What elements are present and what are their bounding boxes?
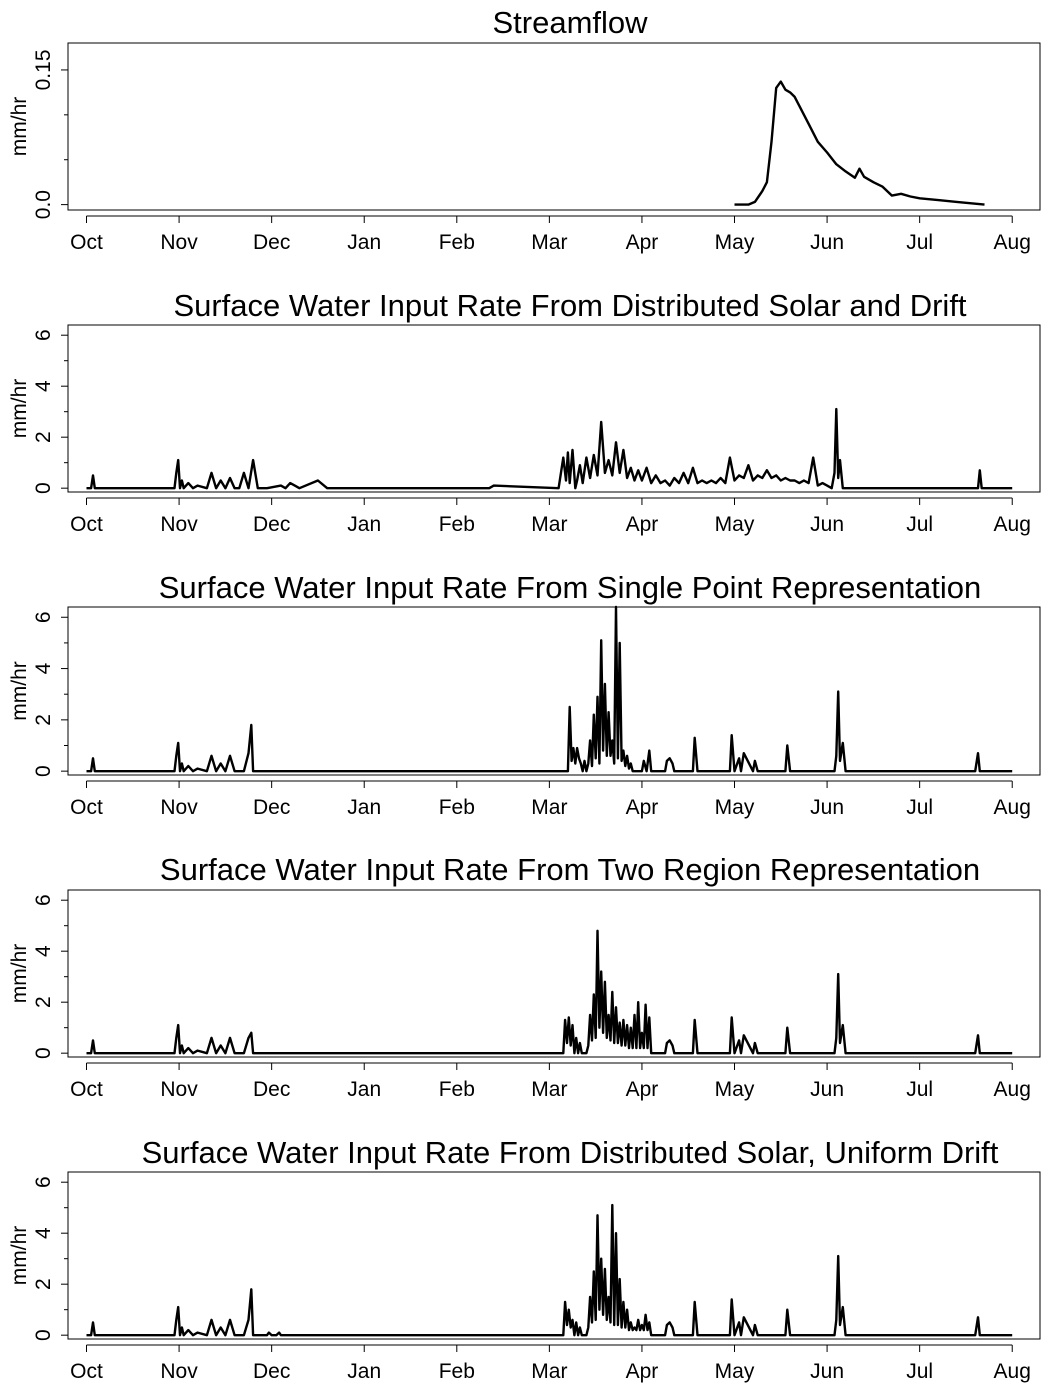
y-tick-label: 6 [32, 894, 55, 906]
y-tick-label: 4 [32, 945, 55, 957]
x-tick-label: Aug [994, 796, 1031, 819]
x-tick-label: Apr [626, 796, 659, 819]
y-tick-label: 6 [32, 329, 55, 341]
y-tick-label: 0 [32, 482, 55, 494]
x-tick-label: Apr [626, 231, 659, 254]
x-tick-label: Oct [70, 231, 103, 254]
x-tick-label: Jun [810, 513, 844, 536]
x-tick-label: Oct [70, 1360, 103, 1383]
x-tick-label: Feb [439, 1360, 475, 1383]
x-tick-label: May [715, 1360, 755, 1383]
series-line-1 [86, 605, 1013, 773]
x-tick-label: Jan [347, 1078, 381, 1101]
series-line-1 [734, 80, 985, 206]
x-tick-label: Jul [906, 513, 933, 536]
x-tick-label: Nov [160, 796, 198, 819]
y-axis-label: mm/hr [8, 944, 31, 1004]
y-tick-label: 6 [32, 611, 55, 623]
x-tick-label: Mar [531, 513, 567, 536]
x-tick-label: Nov [160, 231, 198, 254]
x-tick-label: Mar [531, 231, 567, 254]
x-tick-label: Apr [626, 513, 659, 536]
plot-frame [67, 324, 1041, 493]
panel-title: Surface Water Input Rate From Distribute… [142, 1135, 999, 1170]
x-tick-label: Mar [531, 1360, 567, 1383]
y-tick-label: 0.15 [32, 49, 55, 90]
x-tick-label: Jul [906, 1078, 933, 1101]
y-tick-label: 2 [32, 996, 55, 1008]
y-tick-label: 0.0 [32, 190, 55, 219]
y-tick-label: 0 [32, 1047, 55, 1059]
series-line-1 [86, 929, 1013, 1055]
y-tick-label: 0 [32, 1329, 55, 1341]
series-line-1 [86, 1203, 1013, 1337]
plot-frame [67, 1171, 1041, 1340]
x-tick-label: Jul [906, 796, 933, 819]
x-tick-label: May [715, 513, 755, 536]
x-tick-label: Oct [70, 513, 103, 536]
x-tick-label: Oct [70, 796, 103, 819]
x-tick-label: Dec [253, 513, 290, 536]
panel-title: Streamflow [492, 5, 648, 40]
x-tick-label: Oct [70, 1078, 103, 1101]
panel-title: Surface Water Input Rate From Distribute… [173, 288, 966, 323]
x-tick-label: Nov [160, 1360, 198, 1383]
x-tick-label: Jan [347, 1360, 381, 1383]
x-tick-label: Nov [160, 513, 198, 536]
x-tick-label: Feb [439, 796, 475, 819]
x-tick-label: Jan [347, 513, 381, 536]
x-tick-label: Mar [531, 796, 567, 819]
x-tick-label: Dec [253, 1078, 290, 1101]
x-tick-label: Jun [810, 231, 844, 254]
x-tick-label: Jan [347, 796, 381, 819]
x-tick-label: Aug [994, 231, 1031, 254]
y-axis-label: mm/hr [8, 1226, 31, 1286]
x-tick-label: May [715, 1078, 755, 1101]
y-axis-label: mm/hr [8, 379, 31, 439]
x-tick-label: Aug [994, 513, 1031, 536]
x-tick-label: Feb [439, 1078, 475, 1101]
y-axis-label: mm/hr [8, 97, 31, 157]
series-line-1 [86, 407, 1013, 490]
x-tick-label: Jan [347, 231, 381, 254]
x-tick-label: Dec [253, 231, 290, 254]
x-tick-label: Jul [906, 231, 933, 254]
x-tick-label: Nov [160, 1078, 198, 1101]
y-axis-label: mm/hr [8, 661, 31, 721]
panel-5: Surface Water Input Rate From Distribute… [8, 1135, 1041, 1383]
panel-4: Surface Water Input Rate From Two Region… [8, 852, 1041, 1101]
x-tick-label: Jun [810, 1078, 844, 1101]
x-tick-label: Aug [994, 1078, 1031, 1101]
y-tick-label: 4 [32, 1227, 55, 1239]
y-tick-label: 2 [32, 1278, 55, 1290]
x-tick-label: Feb [439, 231, 475, 254]
panel-title: Surface Water Input Rate From Single Poi… [159, 570, 981, 605]
x-tick-label: Dec [253, 796, 290, 819]
x-tick-label: Feb [439, 513, 475, 536]
x-tick-label: Jun [810, 796, 844, 819]
y-tick-label: 0 [32, 765, 55, 777]
plot-frame [67, 606, 1041, 776]
y-tick-label: 6 [32, 1176, 55, 1188]
x-tick-label: May [715, 231, 755, 254]
x-tick-label: Mar [531, 1078, 567, 1101]
y-tick-label: 4 [32, 380, 55, 392]
x-tick-label: Jun [810, 1360, 844, 1383]
x-tick-label: Aug [994, 1360, 1031, 1383]
x-tick-label: Jul [906, 1360, 933, 1383]
panel-3: Surface Water Input Rate From Single Poi… [8, 570, 1041, 819]
plot-frame [67, 42, 1041, 211]
x-tick-label: Apr [626, 1360, 659, 1383]
y-tick-label: 4 [32, 662, 55, 674]
x-tick-label: Dec [253, 1360, 290, 1383]
panel-2: Surface Water Input Rate From Distribute… [8, 288, 1041, 536]
plot-frame [67, 889, 1041, 1058]
x-tick-label: May [715, 796, 755, 819]
y-tick-label: 2 [32, 714, 55, 726]
panel-title: Surface Water Input Rate From Two Region… [160, 852, 980, 887]
x-tick-label: Apr [626, 1078, 659, 1101]
y-tick-label: 2 [32, 431, 55, 443]
